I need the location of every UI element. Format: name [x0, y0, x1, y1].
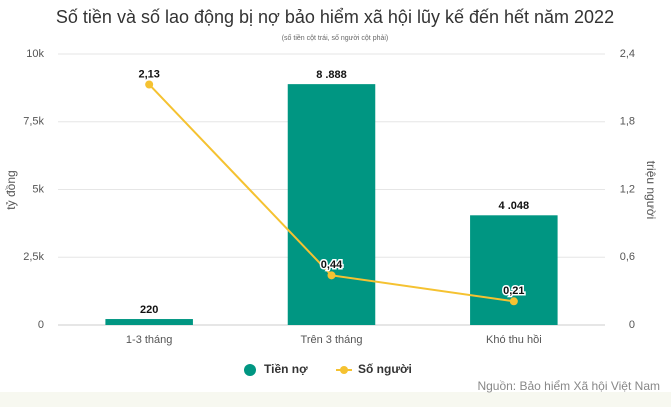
bar — [287, 84, 376, 326]
y2-tick-label: 0 — [629, 319, 635, 331]
y2-tick-label: 0,6 — [620, 251, 635, 263]
source: Nguồn: Bảo hiểm Xã hội Việt Nam — [477, 379, 660, 393]
y-tick-label: 5k — [32, 183, 44, 195]
line-value-label: 0,21 — [503, 285, 524, 297]
line-point — [145, 80, 154, 89]
chart-subtitle: (số tiền cột trái, số người cột phải) — [282, 33, 389, 42]
bar — [470, 215, 558, 325]
legend-label: Số người — [358, 362, 412, 376]
y-axis-title: tỷ đồng — [4, 170, 18, 209]
y-tick-label: 0 — [38, 319, 44, 331]
line-value-label: 0,44 — [321, 259, 343, 271]
chart-title: Số tiền và số lao động bị nợ bảo hiểm xã… — [56, 7, 614, 27]
bar-value-label: 8 .888 — [316, 69, 347, 81]
y2-tick-label: 2,4 — [620, 48, 635, 60]
legend-marker — [244, 364, 256, 376]
y-tick-label: 7,5k — [23, 116, 44, 128]
y2-axis-title: triệu người — [644, 161, 658, 220]
bar-value-label: 220 — [140, 304, 158, 316]
line-point — [509, 297, 518, 306]
line-value-label: 2,13 — [138, 68, 159, 80]
x-tick-label: Khó thu hồi — [486, 334, 542, 346]
line-point — [327, 271, 336, 280]
y2-tick-label: 1,2 — [620, 183, 635, 195]
legend-label: Tiền nợ — [264, 362, 308, 376]
bar — [105, 319, 193, 325]
x-tick-label: 1-3 tháng — [126, 334, 172, 346]
y-tick-label: 2,5k — [23, 251, 44, 263]
footer-band — [0, 392, 671, 407]
bar-value-label: 4 .048 — [499, 200, 530, 212]
y-tick-label: 10k — [26, 48, 44, 60]
legend-marker — [340, 366, 348, 374]
x-tick-label: Trên 3 tháng — [301, 334, 363, 346]
y2-tick-label: 1,8 — [620, 116, 635, 128]
